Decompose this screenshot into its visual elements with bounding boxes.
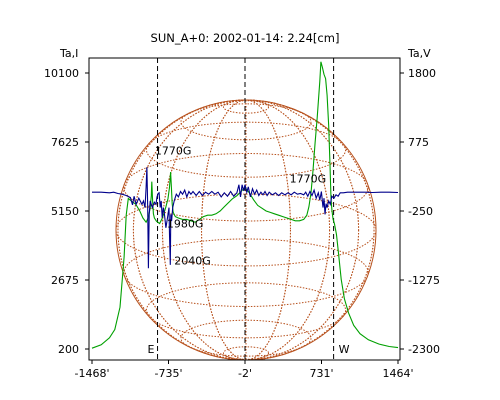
intensity-line [91,61,399,349]
left-y-tick-label: 7625 [51,136,79,149]
left-y-tick-label: 5150 [51,205,79,218]
ticks-layer: -1468' -735' -2' 731' 1464' 200 2675 5150 7625 10… [44,67,440,380]
x-tick-label: 731' [309,367,333,380]
right-y-tick-label: -2300 [408,343,440,356]
stokes-v-line [92,167,399,269]
latitude-line [145,282,347,339]
left-y-tick-label: 200 [58,343,79,356]
annotation-layer: 1770G 1980G 2040G 1770G [155,145,326,268]
left-axis-label: Ta,I [59,47,78,60]
series-layer [91,61,399,349]
longitude-line [161,99,331,361]
right-y-tick-label: -1275 [408,274,440,287]
annotation-label: 2040G [174,255,211,268]
left-y-tick-label: 2675 [51,274,79,287]
right-y-tick-label: -250 [408,205,433,218]
limb-label-w: W [339,343,350,356]
left-y-tick-label: 10100 [44,67,79,80]
x-tick-label: -2' [238,367,252,380]
right-axis-label: Ta,V [407,47,431,60]
x-tick-label: 1464' [382,367,413,380]
longitude-line [117,99,375,361]
longitude-line [132,99,360,361]
solar-disk-grid [115,99,377,361]
right-y-tick-label: 1800 [408,67,436,80]
annotation-label: 1770G [155,145,192,158]
limb-label-e: E [148,343,155,356]
annotation-label: 1770G [290,172,327,185]
latitude-line [115,193,377,267]
annotation-label: 1980G [167,218,204,231]
x-tick-label: -735' [155,367,183,380]
right-y-tick-label: 775 [408,136,429,149]
x-tick-label: -1468' [75,367,110,380]
chart-title: SUN_A+0: 2002-01-14: 2.24[cm] [151,31,340,45]
